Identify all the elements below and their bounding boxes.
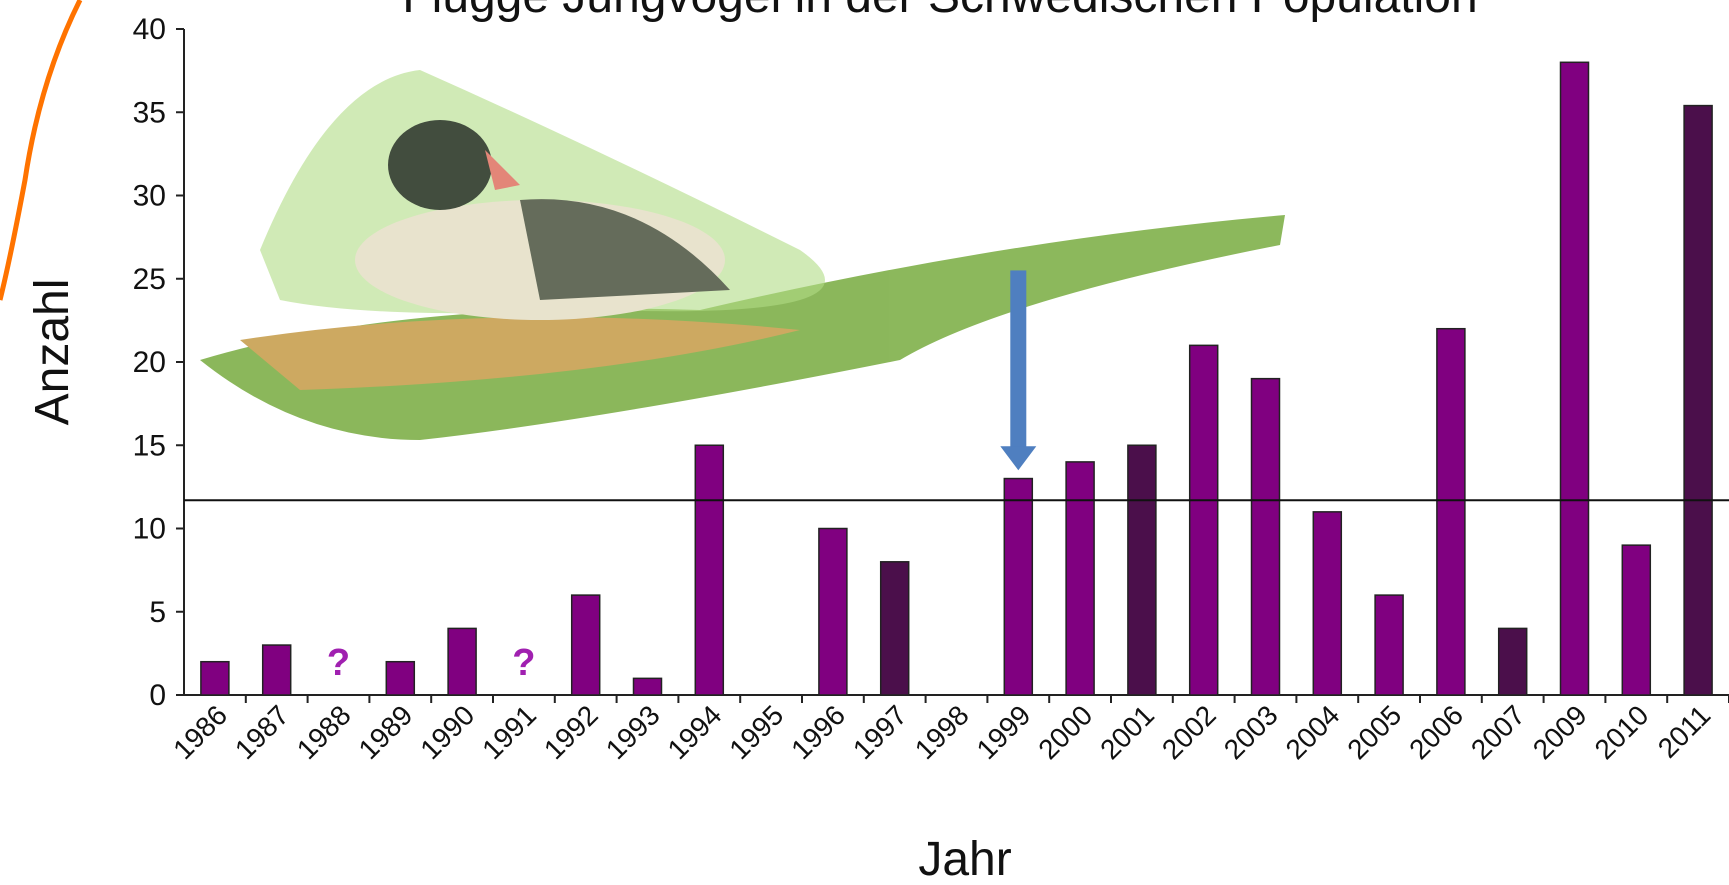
arrow-shaft — [1010, 270, 1027, 449]
x-tick-label: 2004 — [1280, 699, 1346, 765]
x-tick-label: 1989 — [353, 699, 419, 765]
x-tick-label: 1999 — [971, 699, 1037, 765]
x-tick-label: 2007 — [1465, 699, 1531, 765]
x-tick-label: 2001 — [1094, 699, 1160, 765]
bar — [200, 660, 230, 696]
x-tick-label: 1997 — [847, 699, 913, 765]
bar — [1374, 594, 1404, 696]
y-axis-label: Anzahl — [26, 279, 79, 426]
bird-illustration — [200, 70, 1285, 440]
x-tick-label: 1992 — [538, 699, 604, 765]
x-tick-label: 2003 — [1218, 699, 1284, 765]
bar — [1559, 61, 1590, 696]
bar — [1127, 444, 1157, 696]
decor-curve — [0, 0, 83, 301]
x-tick-label: 2005 — [1341, 699, 1407, 765]
bar — [818, 527, 848, 696]
y-tick-label: 5 — [149, 596, 166, 629]
bar — [632, 677, 663, 696]
bar — [1003, 477, 1034, 696]
x-tick-label: 2006 — [1403, 699, 1469, 765]
bar — [1065, 461, 1095, 696]
bar — [694, 444, 725, 696]
x-tick-label: 1987 — [229, 699, 295, 765]
bar — [261, 644, 292, 696]
y-tick-label: 15 — [133, 429, 166, 462]
x-tick-label: 2010 — [1589, 699, 1655, 765]
y-tick-label: 35 — [133, 96, 166, 129]
bar — [1683, 104, 1713, 696]
y-tick-label: 40 — [133, 13, 166, 46]
x-tick-label: 1993 — [600, 699, 666, 765]
y-tick-label: 10 — [133, 513, 166, 546]
x-tick-label: 1991 — [476, 699, 542, 765]
x-tick-label: 2002 — [1156, 699, 1222, 765]
arrow-head — [1000, 446, 1037, 471]
x-tick-label: 1994 — [662, 699, 728, 765]
y-tick-label: 25 — [133, 263, 166, 296]
bar — [1312, 511, 1343, 696]
y-tick-label: 0 — [149, 679, 166, 712]
x-tick-label: 2009 — [1527, 699, 1593, 765]
x-tick-label: 2000 — [1032, 699, 1098, 765]
x-axis-label: Jahr — [918, 833, 1011, 885]
x-tick-label: 1998 — [909, 699, 975, 765]
x-tick-label: 1986 — [167, 699, 233, 765]
bar — [1621, 544, 1652, 696]
bar — [1497, 627, 1528, 696]
bar — [1250, 377, 1281, 696]
y-tick-label: 20 — [133, 346, 166, 379]
bar — [1188, 344, 1219, 696]
bar — [385, 660, 416, 696]
x-tick-label: 1996 — [785, 699, 851, 765]
x-tick-label: 1988 — [291, 699, 357, 765]
bar — [447, 627, 477, 696]
x-tick-label: 2011 — [1652, 699, 1717, 764]
chart-title: Flügge Jungvögel in der Schwedischen Pop… — [402, 0, 1477, 23]
bar — [879, 561, 910, 696]
value-label: ? — [327, 642, 350, 684]
y-tick-label: 30 — [133, 180, 166, 213]
bar — [570, 594, 601, 696]
bar — [1436, 327, 1466, 696]
value-label: ? — [512, 642, 535, 684]
x-tick-label: 1995 — [723, 699, 789, 765]
x-tick-label: 1990 — [414, 699, 480, 765]
